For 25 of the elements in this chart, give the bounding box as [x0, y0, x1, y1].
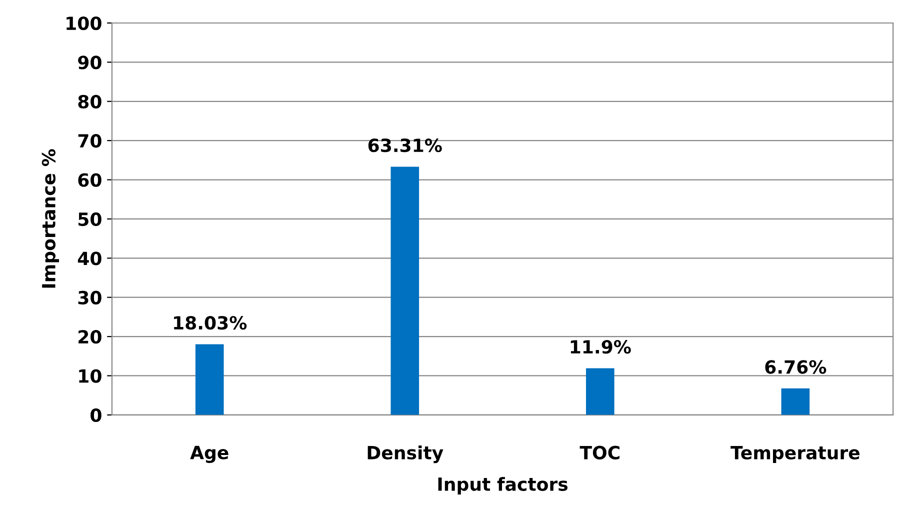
y-tick-label: 20 — [78, 330, 102, 344]
y-tick-label: 30 — [78, 290, 102, 304]
bar — [390, 166, 420, 415]
y-tick-label: 0 — [90, 408, 102, 422]
y-tick-label: 50 — [78, 212, 102, 226]
y-tick-label: 80 — [78, 94, 102, 108]
x-tick-label: Temperature — [730, 446, 860, 463]
data-label: 6.76% — [765, 360, 826, 374]
y-tick-label: 40 — [78, 252, 102, 266]
y-tick-label: 90 — [78, 56, 102, 70]
y-axis-title: Importance % — [42, 149, 60, 288]
y-tick-label: 10 — [79, 369, 102, 383]
data-label: 11.9% — [570, 340, 631, 354]
data-label: 63.31% — [368, 138, 442, 152]
data-label: 18.03% — [174, 316, 247, 330]
bar — [781, 388, 810, 415]
y-tick-label: 100 — [66, 16, 102, 30]
x-axis-title: Input factors — [438, 476, 568, 494]
bar — [195, 344, 224, 415]
x-tick-label: Age — [190, 446, 228, 463]
bar — [586, 368, 614, 415]
x-tick-label: TOC — [580, 446, 620, 460]
y-tick-label: 60 — [78, 173, 102, 187]
x-tick-label: Density — [368, 445, 444, 464]
y-tick-label: 70 — [78, 134, 102, 148]
